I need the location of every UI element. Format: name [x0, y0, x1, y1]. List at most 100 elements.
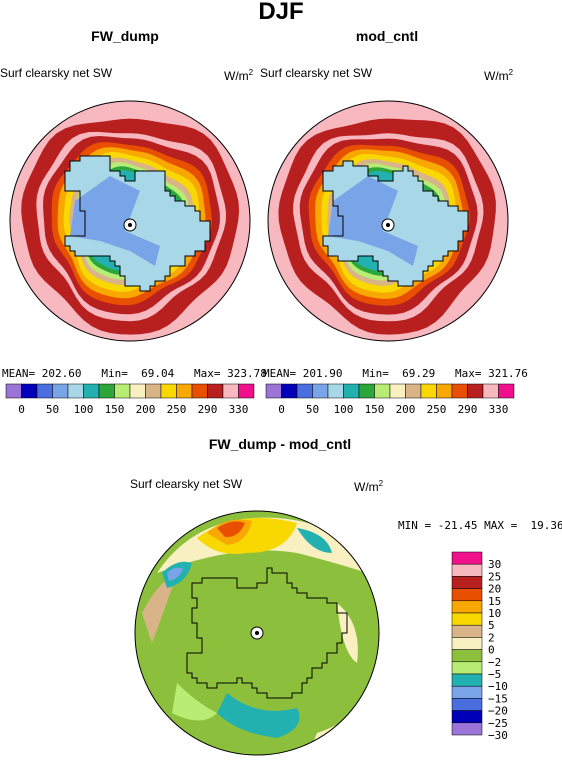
colorbar-tick-label: 50 — [46, 403, 59, 416]
colorbar-box — [451, 383, 468, 399]
colorbar-box — [36, 383, 53, 399]
diff-patch-2 — [142, 573, 177, 643]
panel3-title: FW_dump - mod_cntl — [208, 436, 352, 452]
colorbar-box — [451, 563, 483, 577]
panel3-units-text: W/m — [354, 480, 379, 494]
colorbar-tick-label: 10 — [488, 607, 501, 620]
colorbar-tick-label: −20 — [488, 705, 508, 718]
colorbar-box — [5, 383, 22, 399]
panel1-map-fill — [10, 101, 250, 341]
colorbar-tick-label: 2 — [488, 631, 495, 644]
colorbar-tick-label: −25 — [488, 717, 508, 730]
colorbar-box — [327, 383, 344, 399]
diff-patch-neg10-south — [217, 693, 300, 738]
panel2-map-fill — [268, 101, 508, 341]
colorbar-box — [67, 383, 84, 399]
colorbar-box — [296, 383, 313, 399]
colorbar-box — [451, 661, 483, 675]
panel2-subtitle: Surf clearsky net SW — [260, 66, 373, 80]
colorbar-box — [451, 637, 483, 650]
colorbar-box — [451, 649, 483, 663]
colorbar-box — [467, 383, 484, 399]
colorbar-tick-label: 330 — [229, 403, 249, 416]
colorbar-tick-label: −10 — [488, 680, 508, 693]
colorbar-tick-label: 0 — [18, 403, 25, 416]
panel1-colorbar: 0 50 100 150 200 250 290 330 — [5, 383, 255, 416]
colorbar-tick-label: 30 — [488, 558, 501, 571]
colorbar-box — [265, 383, 282, 399]
panel2-colorbar: 0 50 100 150 200 250 290 330 — [265, 383, 515, 416]
panel1-colorbar-boxes: 0 50 100 150 200 250 290 330 — [5, 383, 255, 416]
colorbar-tick-label: 50 — [306, 403, 319, 416]
colorbar-box — [160, 383, 177, 399]
low-sw-region — [70, 176, 160, 266]
diff-patch-neg10-ne — [297, 528, 332, 553]
colorbar-tick-label: 100 — [334, 403, 354, 416]
panel3-subtitle: Surf clearsky net SW — [130, 477, 243, 491]
coastline — [186, 567, 348, 699]
colorbar-tick-label: −30 — [488, 729, 508, 742]
colorbar-box — [21, 383, 38, 399]
colorbar-box — [389, 383, 406, 399]
panel3-map-fill — [135, 511, 379, 755]
panel1-units-sup: 2 — [248, 68, 254, 77]
colorbar-box — [145, 383, 162, 399]
colorbar-tick-label: 5 — [488, 619, 495, 632]
pole-dot — [128, 223, 132, 227]
colorbar-box — [358, 383, 375, 399]
colorbar-box — [374, 383, 391, 399]
colorbar-tick-label: 250 — [427, 403, 447, 416]
panel3-map — [134, 510, 380, 756]
colorbar-tick-label: 15 — [488, 595, 501, 608]
panel1-title: FW_dump — [91, 28, 159, 44]
map-border — [9, 100, 251, 342]
panel2-units-text: W/m — [484, 69, 509, 83]
figure-title: DJF — [258, 0, 304, 25]
colorbar-tick-label: −5 — [488, 668, 501, 681]
colorbar-tick-label: 150 — [105, 403, 125, 416]
colorbar-box — [114, 383, 131, 399]
colorbar-tick-label: 0 — [278, 403, 285, 416]
colorbar-box — [83, 383, 100, 399]
colorbar-box — [238, 383, 255, 399]
colorbar-tick-label: 0 — [488, 644, 495, 657]
colorbar-tick-label: 330 — [489, 403, 509, 416]
low-sw-region — [328, 176, 418, 266]
panel2-stats: MEAN= 201.90 Min= 69.29 Max= 321.76 — [263, 367, 528, 380]
colorbar-box — [420, 383, 437, 399]
colorbar-tick-label: 100 — [74, 403, 94, 416]
colorbar-box — [281, 383, 298, 399]
colorbar-box — [436, 383, 453, 399]
panel1-units-text: W/m — [224, 69, 249, 83]
panel3-stats: MIN = -21.45 MAX = 19.36 — [398, 519, 562, 532]
colorbar-tick-label: 250 — [167, 403, 187, 416]
panel3-units-sup: 2 — [378, 479, 384, 488]
colorbar-box — [451, 624, 483, 638]
panel1-units: W/m2 — [224, 68, 253, 83]
colorbar-box — [451, 612, 483, 626]
colorbar-box — [222, 383, 239, 399]
colorbar-tick-label: 25 — [488, 570, 501, 583]
colorbar-box — [451, 600, 483, 614]
colorbar-tick-label: 290 — [458, 403, 478, 416]
map-border — [267, 100, 509, 342]
colorbar-box — [451, 551, 483, 565]
colorbar-tick-label: −15 — [488, 692, 508, 705]
colorbar-box — [451, 710, 483, 724]
colorbar-tick-label: 150 — [365, 403, 385, 416]
colorbar-box — [482, 383, 499, 399]
diff-patch-15 — [217, 521, 245, 538]
colorbar-box — [207, 383, 224, 399]
colorbar-box — [451, 588, 483, 602]
colorbar-box — [451, 698, 483, 711]
panel2-colorbar-boxes: 0 50 100 150 200 250 290 330 — [265, 383, 515, 416]
colorbar-box — [451, 685, 483, 699]
colorbar-tick-label: 20 — [488, 583, 501, 596]
colorbar-tick-label: 200 — [136, 403, 156, 416]
map-border — [134, 510, 380, 756]
colorbar-box — [98, 383, 115, 399]
colorbar-tick-label: −2 — [488, 656, 501, 669]
panel3-units: W/m2 — [354, 479, 383, 494]
